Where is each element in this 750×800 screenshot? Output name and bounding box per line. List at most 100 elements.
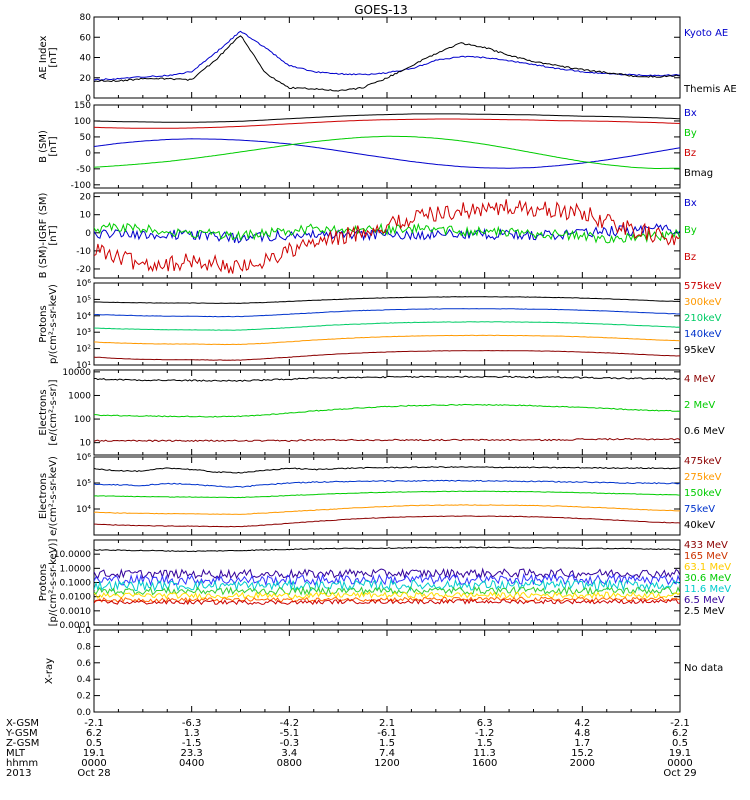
y-tick-label: 0.6 bbox=[77, 659, 92, 669]
series-line-63-1-mev bbox=[94, 572, 680, 587]
legend-210kev: 210keV bbox=[684, 313, 722, 324]
panel-electrons-kev: 10⁴ 10⁵ 10⁶ Electrons e/(cm²-s-sr-keV) 475keV… bbox=[38, 453, 722, 536]
footer-value: 15.2 bbox=[571, 748, 593, 759]
y-axis-label: Protons bbox=[38, 564, 49, 601]
footer-value: 0400 bbox=[179, 758, 204, 769]
legend-75kev: 75keV bbox=[684, 504, 715, 515]
series-line-40kev bbox=[94, 466, 680, 474]
y-axis-label: [p/(cm²-s-sr-keV)] bbox=[48, 539, 59, 627]
legend-11-6-mev: 11.6 MeV bbox=[684, 584, 731, 595]
panel-frame bbox=[93, 104, 681, 189]
footer-value: 2000 bbox=[570, 758, 595, 769]
series-line-575kev bbox=[94, 349, 680, 361]
footer-value: 11.3 bbox=[474, 748, 496, 759]
footer-row-label: Y-GSM bbox=[5, 728, 38, 739]
y-axis-label: [nT] bbox=[48, 225, 59, 245]
series-line-bx bbox=[94, 223, 680, 244]
series-line-unlabeled bbox=[94, 598, 680, 606]
y-tick-label: 50 bbox=[80, 133, 92, 143]
y-axis-label: Electrons bbox=[38, 389, 49, 435]
y-tick-label: 40 bbox=[80, 54, 92, 64]
y-tick-label: 10 bbox=[80, 211, 92, 221]
panel-b-igrf: -20 -10 0 10 20 B (SM)-IGRF (SM) [nT] Bx By Bz bbox=[38, 192, 697, 279]
y-tick-label: 150 bbox=[74, 101, 91, 111]
y-tick-label: 1.0000 bbox=[60, 564, 92, 574]
footer-value: -4.2 bbox=[280, 718, 300, 729]
footer-value: 0.5 bbox=[86, 738, 102, 749]
footer-value: 1.7 bbox=[574, 738, 590, 749]
y-tick-label: 60 bbox=[80, 33, 92, 43]
footer-value: 1.3 bbox=[184, 728, 200, 739]
footer-value: -1.2 bbox=[475, 728, 495, 739]
y-tick-label: 0.8 bbox=[77, 642, 92, 652]
footer-value: 1.5 bbox=[379, 738, 395, 749]
series-line-11-6-mev bbox=[94, 585, 680, 596]
footer-value: 4.2 bbox=[574, 718, 590, 729]
series-line-4-mev bbox=[94, 437, 680, 443]
footer-value: 23.3 bbox=[181, 748, 203, 759]
legend-433-mev: 433 MeV bbox=[684, 540, 728, 551]
footer-value: Oct 28 bbox=[77, 768, 110, 779]
legend-63-1-mev: 63.1 MeV bbox=[684, 562, 731, 573]
y-tick-label: 10⁵ bbox=[76, 479, 91, 489]
legend-bz: Bz bbox=[684, 252, 696, 263]
footer-value: 3.4 bbox=[281, 748, 297, 759]
footer-value: 6.3 bbox=[477, 718, 493, 729]
footer-value: 0800 bbox=[277, 758, 302, 769]
series-line-210kev bbox=[94, 321, 680, 331]
footer-value: -6.1 bbox=[377, 728, 397, 739]
y-tick-label: 1000 bbox=[68, 391, 91, 401]
footer-value: 19.1 bbox=[669, 748, 691, 759]
series-line-433-mev bbox=[94, 546, 680, 553]
panel-frame bbox=[93, 16, 681, 99]
series-line-kyoto-ae bbox=[94, 30, 680, 81]
legend-6-5-mev: 6.5 MeV bbox=[684, 595, 725, 606]
legend-bz: Bz bbox=[684, 148, 696, 159]
series-line-bmag bbox=[94, 113, 680, 123]
legend-2-5-mev: 2.5 MeV bbox=[684, 606, 725, 617]
y-tick-label: 20 bbox=[80, 193, 92, 203]
y-tick-label: 0.2 bbox=[77, 692, 91, 702]
footer-value: 7.4 bbox=[379, 748, 395, 759]
y-tick-label: 0.1000 bbox=[60, 579, 92, 589]
y-tick-label: 10⁵ bbox=[76, 295, 91, 305]
footer-value: 0000 bbox=[667, 758, 692, 769]
y-tick-label: 10 bbox=[80, 439, 92, 449]
y-tick-label: 10⁶ bbox=[76, 279, 91, 289]
legend-bx: Bx bbox=[684, 198, 697, 209]
y-tick-label: 0.0010 bbox=[60, 607, 92, 617]
legend-275kev: 275keV bbox=[684, 472, 722, 483]
footer-value: 1200 bbox=[374, 758, 399, 769]
series-line-75kev bbox=[94, 479, 680, 488]
legend-2-mev: 2 MeV bbox=[684, 400, 715, 411]
legend-by: By bbox=[684, 128, 697, 139]
y-tick-label: -10 bbox=[76, 247, 91, 257]
footer-row-label: 2013 bbox=[6, 768, 31, 779]
footer-value: -2.1 bbox=[670, 718, 690, 729]
y-tick-label: -50 bbox=[76, 165, 91, 175]
footer-row-label: hhmm bbox=[6, 758, 38, 769]
footer-value: -5.1 bbox=[280, 728, 300, 739]
legend-300kev: 300keV bbox=[684, 297, 722, 308]
panel-protons-mev: 0.0001 0.0010 0.0100 0.1000 1.0000 10.0000 Pro… bbox=[38, 539, 731, 631]
panel-frame bbox=[93, 629, 681, 713]
y-tick-label: 10² bbox=[76, 345, 91, 355]
y-tick-label: -100 bbox=[71, 181, 92, 191]
legend-kyoto-ae: Kyoto AE bbox=[684, 28, 728, 39]
y-axis-label: Protons bbox=[38, 305, 49, 342]
y-tick-label: 100 bbox=[74, 415, 91, 425]
y-axis-label: [nT] bbox=[48, 47, 59, 67]
panel-x-ray: 0.0 0.2 0.4 0.6 0.8 1.0 X-ray No data bbox=[44, 626, 723, 718]
series-line-by bbox=[94, 135, 680, 169]
series-line-bz bbox=[94, 199, 680, 274]
series-line-2-5-mev bbox=[94, 596, 680, 603]
y-axis-label: Electrons bbox=[38, 473, 49, 519]
orbit-footer: X-GSM -2.1 -6.3 -4.2 2.1 6.3 4.2 -2.1 Y-GSM 6.2 1.… bbox=[5, 718, 697, 779]
y-tick-label: 10³ bbox=[76, 328, 91, 338]
footer-value: -1.5 bbox=[182, 738, 202, 749]
y-tick-label: 80 bbox=[80, 13, 92, 23]
legend-575kev: 575keV bbox=[684, 281, 722, 292]
legend-0-6-mev: 0.6 MeV bbox=[684, 426, 725, 437]
series-line-140kev bbox=[94, 308, 680, 318]
